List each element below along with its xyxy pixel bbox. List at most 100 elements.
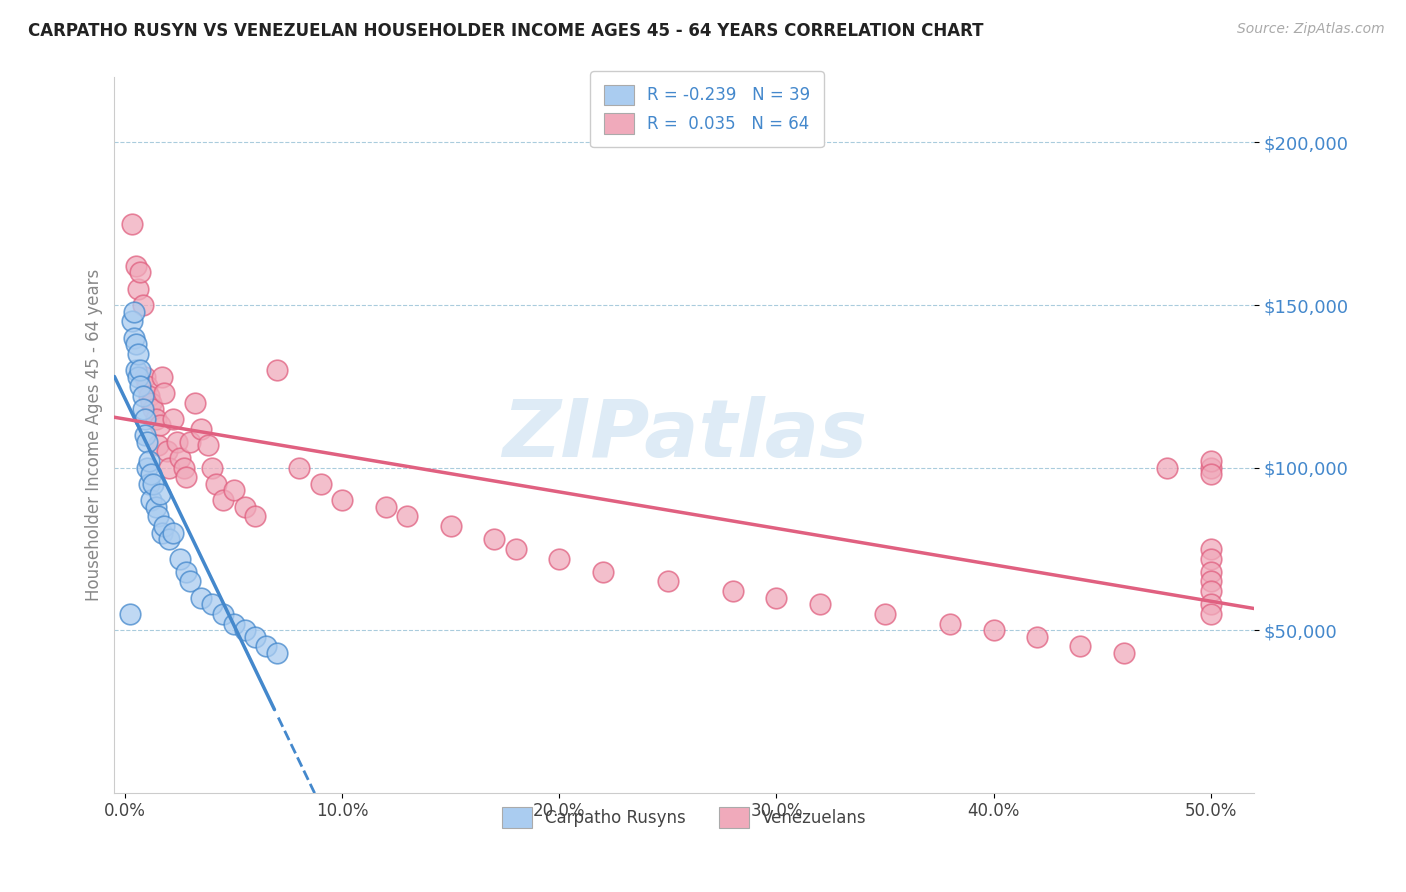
Point bbox=[157, 532, 180, 546]
Point bbox=[136, 460, 159, 475]
Legend: Carpatho Rusyns, Venezuelans: Carpatho Rusyns, Venezuelans bbox=[495, 801, 873, 834]
Point bbox=[134, 411, 156, 425]
Point bbox=[131, 298, 153, 312]
Point bbox=[233, 500, 256, 514]
Point bbox=[201, 597, 224, 611]
Point bbox=[127, 347, 149, 361]
Point bbox=[808, 597, 831, 611]
Point bbox=[197, 438, 219, 452]
Point bbox=[134, 428, 156, 442]
Point bbox=[131, 389, 153, 403]
Point bbox=[146, 438, 169, 452]
Point bbox=[121, 217, 143, 231]
Point bbox=[131, 402, 153, 417]
Point bbox=[765, 591, 787, 605]
Point bbox=[266, 646, 288, 660]
Point bbox=[141, 467, 163, 481]
Point bbox=[142, 476, 165, 491]
Y-axis label: Householder Income Ages 45 - 64 years: Householder Income Ages 45 - 64 years bbox=[86, 268, 103, 601]
Point bbox=[174, 470, 197, 484]
Point bbox=[169, 551, 191, 566]
Point bbox=[179, 434, 201, 449]
Point bbox=[125, 259, 148, 273]
Point bbox=[983, 623, 1005, 637]
Point bbox=[153, 519, 176, 533]
Point bbox=[266, 363, 288, 377]
Point bbox=[129, 265, 152, 279]
Point bbox=[162, 525, 184, 540]
Point bbox=[1199, 467, 1222, 481]
Point bbox=[141, 493, 163, 508]
Point bbox=[122, 330, 145, 344]
Point bbox=[1199, 607, 1222, 621]
Point bbox=[122, 304, 145, 318]
Point bbox=[149, 418, 172, 433]
Point bbox=[201, 460, 224, 475]
Point bbox=[505, 541, 527, 556]
Text: ZIPatlas: ZIPatlas bbox=[502, 396, 866, 474]
Point bbox=[136, 379, 159, 393]
Point bbox=[127, 282, 149, 296]
Point bbox=[1199, 454, 1222, 468]
Point bbox=[118, 607, 141, 621]
Point bbox=[155, 444, 177, 458]
Point bbox=[166, 434, 188, 449]
Point bbox=[125, 337, 148, 351]
Point bbox=[134, 369, 156, 384]
Point bbox=[222, 483, 245, 498]
Point bbox=[212, 493, 235, 508]
Point bbox=[145, 500, 167, 514]
Point bbox=[179, 574, 201, 589]
Point bbox=[254, 640, 277, 654]
Point bbox=[1199, 460, 1222, 475]
Point bbox=[146, 509, 169, 524]
Point bbox=[1025, 630, 1047, 644]
Point bbox=[245, 509, 267, 524]
Point bbox=[222, 616, 245, 631]
Point bbox=[129, 363, 152, 377]
Point bbox=[138, 454, 160, 468]
Point bbox=[190, 591, 212, 605]
Point bbox=[205, 476, 228, 491]
Point bbox=[1156, 460, 1178, 475]
Point bbox=[484, 532, 506, 546]
Point bbox=[1199, 565, 1222, 579]
Point bbox=[150, 525, 173, 540]
Point bbox=[657, 574, 679, 589]
Point bbox=[129, 379, 152, 393]
Point bbox=[138, 389, 160, 403]
Point bbox=[1199, 551, 1222, 566]
Point bbox=[141, 395, 163, 409]
Point bbox=[1199, 584, 1222, 599]
Point bbox=[939, 616, 962, 631]
Point bbox=[1199, 574, 1222, 589]
Point bbox=[233, 623, 256, 637]
Point bbox=[245, 630, 267, 644]
Point bbox=[162, 411, 184, 425]
Point bbox=[212, 607, 235, 621]
Point bbox=[125, 363, 148, 377]
Point bbox=[136, 434, 159, 449]
Point bbox=[440, 519, 463, 533]
Text: Source: ZipAtlas.com: Source: ZipAtlas.com bbox=[1237, 22, 1385, 37]
Point bbox=[592, 565, 614, 579]
Point bbox=[173, 460, 195, 475]
Point bbox=[1199, 541, 1222, 556]
Point bbox=[396, 509, 419, 524]
Point bbox=[145, 411, 167, 425]
Point bbox=[142, 402, 165, 417]
Point bbox=[548, 551, 571, 566]
Point bbox=[374, 500, 396, 514]
Point bbox=[153, 385, 176, 400]
Point bbox=[190, 421, 212, 435]
Point bbox=[1069, 640, 1091, 654]
Point bbox=[138, 476, 160, 491]
Point bbox=[183, 395, 205, 409]
Point bbox=[127, 369, 149, 384]
Point bbox=[157, 460, 180, 475]
Point bbox=[1112, 646, 1135, 660]
Point bbox=[330, 493, 353, 508]
Point bbox=[721, 584, 744, 599]
Point bbox=[873, 607, 896, 621]
Point bbox=[309, 476, 332, 491]
